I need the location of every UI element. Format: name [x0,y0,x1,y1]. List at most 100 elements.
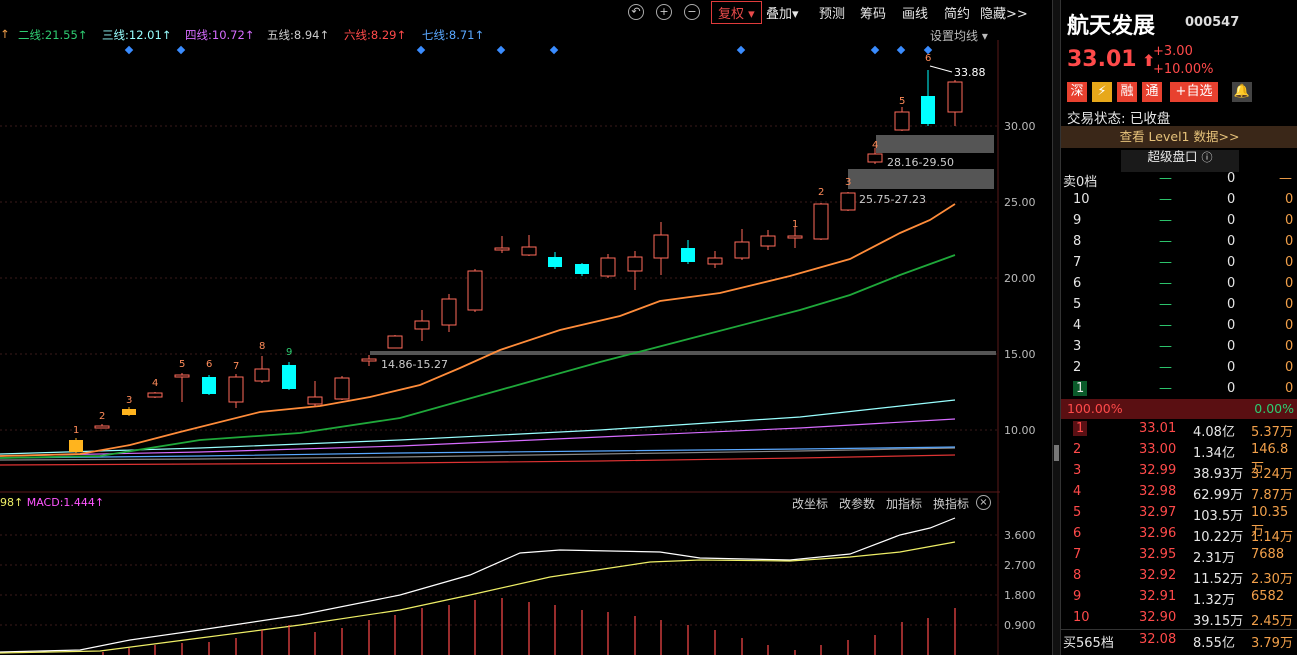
fuquan-button[interactable]: 复权 ▾ [711,1,762,24]
add-indicator-button[interactable]: 加指标 [886,497,923,511]
level-orders: 6582 [1251,589,1285,604]
sell-level-row: 8 — 0 0 [1061,232,1297,253]
candle-body [307,396,323,405]
buy-level-row: 6 32.96 10.22万 1.14万 [1061,524,1297,545]
jianyue-button[interactable]: 简约 [944,7,971,22]
level-vol: 0 [1227,255,1236,270]
ma1-line [0,203,956,457]
candle-count-label: 1 [73,425,80,436]
ma6-line [0,454,956,466]
level-orders: 7.87万 [1251,488,1293,503]
price-change-pct: +10.00% [1153,62,1214,77]
ma5-legend: 五线:8.94↑ [267,28,330,42]
candle-body [414,320,430,330]
level-vol: 1.34亿 [1193,446,1235,461]
connect-badge[interactable]: 通 [1142,82,1162,102]
zone-bar-2 [848,169,994,189]
level-price: — [1159,276,1172,291]
price-tick: 15.00 [1004,348,1036,361]
level-num: 8 [1073,234,1082,249]
level-vol: 62.99万 [1193,488,1244,503]
level-orders: 146.8万 [1251,442,1289,476]
buy-level-row: 7 32.95 2.31万 7688 [1061,545,1297,566]
margin-badge[interactable]: 融 [1117,82,1137,102]
level-price: 32.90 [1139,610,1177,625]
switch-indicator-button[interactable]: 换指标 [933,497,970,511]
level-price: 32.96 [1139,526,1177,541]
candle-body [521,246,537,256]
chart-toolbar: ↶ + − 复权 ▾ 叠加▾ 预测 筹码 画线 简约 隐藏>> [0,0,1050,24]
candle-count-label: 6 [925,53,932,64]
buy-level-row: 4 32.98 62.99万 7.87万 [1061,482,1297,503]
buy-level-row: 2 33.00 1.34亿 146.8万 [1061,440,1297,476]
chouma-button[interactable]: 筹码 [860,7,887,22]
level-num: 2 [1073,360,1082,375]
level-num: 2 [1073,442,1082,457]
candle-body [734,241,750,259]
diejia-button[interactable]: 叠加▾ [766,7,799,22]
level-num: 4 [1073,484,1082,499]
close-icon[interactable]: × [976,495,991,510]
candle-body [228,376,244,403]
level-vol: 1.32万 [1193,593,1235,608]
candle-body [840,192,856,211]
ma-settings-button[interactable]: 设置均线 ▾ [930,29,988,43]
level-vol: 0 [1227,297,1236,312]
level-num: 3 [1073,463,1082,478]
trade-status: 交易状态: 已收盘 [1067,111,1171,127]
change-params-button[interactable]: 改参数 [839,497,876,511]
level-num: 6 [1073,526,1082,541]
high-marker-arrow [929,65,953,73]
level-price: — [1159,192,1172,207]
panel-splitter[interactable] [1052,0,1061,655]
huaxian-button[interactable]: 画线 [902,7,929,22]
level-num: 9 [1073,589,1082,604]
exchange-badge[interactable]: 深 [1067,82,1087,102]
candle-body [147,392,163,398]
level-orders: 0 [1285,255,1294,270]
zone-label-2: 25.75-27.23 [859,193,926,206]
level-orders: 0 [1285,192,1294,207]
ma5-line [0,447,956,461]
macd-tick: 3.600 [1004,529,1036,542]
level-orders: 0 [1285,318,1294,333]
change-axis-button[interactable]: 改坐标 [792,497,829,511]
sell-level-row: 9 — 0 0 [1061,211,1297,232]
candle-body [282,365,296,389]
level-num: 7 [1073,547,1082,562]
level-vol: 0 [1227,360,1236,375]
zone-bar-3 [370,351,996,355]
candle-body [627,256,643,272]
zoom-in-icon[interactable]: + [656,4,672,20]
kline-chart[interactable] [0,40,1050,655]
level-vol: 10.22万 [1193,530,1244,545]
candle-body [387,335,403,349]
hide-button[interactable]: 隐藏>> [980,7,1028,22]
macd-legend: 98↑ MACD:1.444↑ [0,496,105,509]
candle-count-label: 2 [99,411,106,422]
level-price: — [1159,339,1172,354]
candle-body [202,377,216,394]
candle-count-label: 3 [845,177,852,188]
bell-icon[interactable]: 🔔 [1232,82,1252,102]
super-panel-tab[interactable]: 超级盘口 ⓘ [1121,150,1239,172]
candle-body [361,358,377,362]
lightning-icon[interactable]: ⚡ [1092,82,1112,102]
level1-link[interactable]: 查看 Level1 数据>> [1061,126,1297,148]
candle-count-label: 3 [126,395,133,406]
zoom-out-icon[interactable]: − [684,4,700,20]
undo-icon[interactable]: ↶ [628,4,644,20]
level-orders: 10.35万 [1251,505,1289,539]
zone-label-1: 28.16-29.50 [887,156,954,169]
ma2-legend: 二线:21.55↑ [18,28,88,42]
level-vol: 0 [1227,318,1236,333]
level-price: — [1159,297,1172,312]
yuce-button[interactable]: 预测 [819,7,846,22]
buy-level-row: 1 33.01 4.08亿 5.37万 [1061,419,1297,440]
sell-level-row: 2 — 0 0 [1061,358,1297,379]
add-watchlist-button[interactable]: +自选 [1170,82,1218,102]
price-change: +3.00 [1153,44,1193,59]
sell-total-row: 卖0档 — 0 — [1063,171,1292,190]
sell-level-row: 1 — 0 0 [1061,379,1297,400]
candle-body [760,235,776,247]
